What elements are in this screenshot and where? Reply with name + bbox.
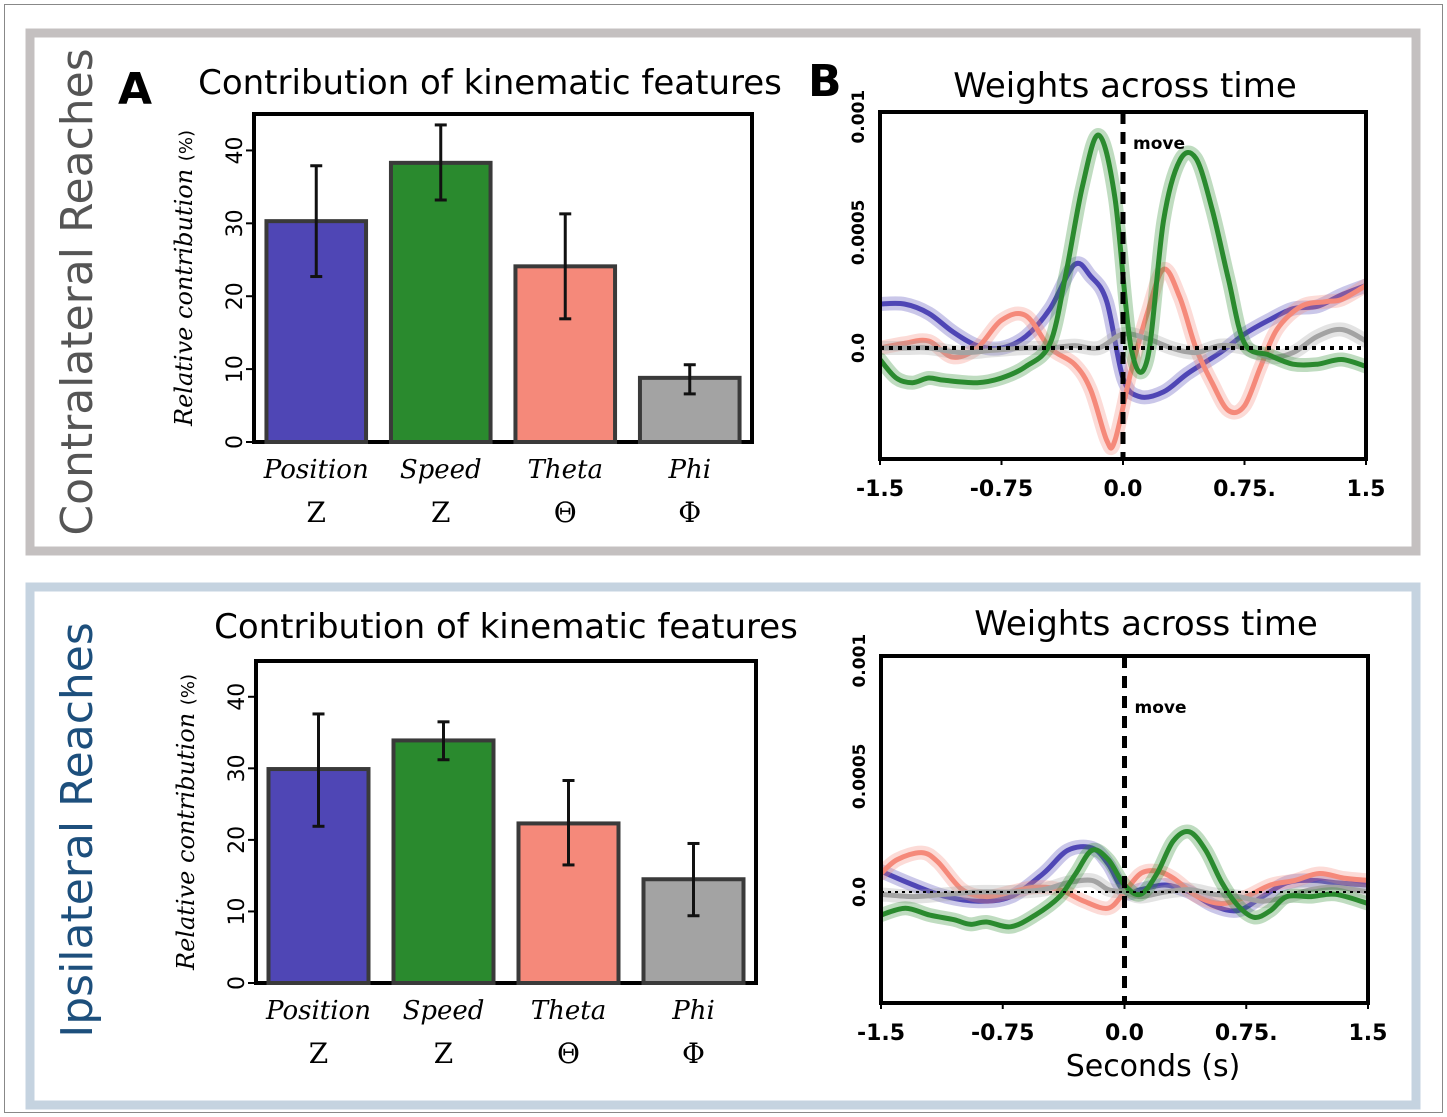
y-tick-label: 0.001 xyxy=(850,634,870,688)
bar-phi xyxy=(641,877,746,985)
x-tick-label: Theta xyxy=(531,996,606,1026)
bar-chart-contralateral: 0 10 20 30 40 Relative contribution (%) Positi… xyxy=(170,112,754,529)
x-tick-symbol: Θ xyxy=(554,496,577,529)
y-tick-label: 0.0005 xyxy=(850,743,870,809)
x-tick-label: 1.5 xyxy=(1349,1021,1388,1046)
x-tick-symbol: Z xyxy=(434,1037,453,1070)
x-tick-label: Speed xyxy=(403,996,485,1026)
y-tick-label: 30 xyxy=(223,209,248,237)
contralateral-panel-frame xyxy=(25,28,1421,556)
y-tick-label: 0.0005 xyxy=(849,199,869,265)
x-tick-label: 1.5 xyxy=(1347,477,1386,502)
plot-area xyxy=(881,656,1368,1003)
y-tick-label: 20 xyxy=(225,826,250,854)
y-tick-label: 10 xyxy=(225,897,250,925)
x-tick-label: Phi xyxy=(667,455,711,485)
x-tick-label: Phi xyxy=(671,996,715,1026)
x-tick-label: 0.75. xyxy=(1213,477,1276,502)
x-tick-label: 0.0 xyxy=(1105,1021,1144,1046)
ipsilateral-side-label: Ipsilateral Reaches xyxy=(52,622,103,1038)
x-tick-label: 0.75. xyxy=(1215,1021,1278,1046)
bar-chart-title: Contribution of kinematic features xyxy=(214,607,798,647)
ipsilateral-panel-frame xyxy=(25,582,1421,1110)
x-tick-label: Theta xyxy=(528,455,603,485)
panel-letter-a: A xyxy=(118,64,152,115)
x-tick-label: 0.0 xyxy=(1104,477,1143,502)
panel-letter-b: B xyxy=(808,56,842,107)
bar-speed xyxy=(388,160,493,445)
x-tick-symbol: Z xyxy=(431,496,450,529)
x-tick-symbol: Φ xyxy=(682,1037,705,1070)
bar-chart-ipsilateral: 0 10 20 30 40 Relative contribution (%) Positi… xyxy=(172,659,758,1070)
series-line-speed xyxy=(880,132,1366,386)
plot-clip xyxy=(880,112,1366,459)
y-tick-label: 30 xyxy=(225,754,250,782)
bar-chart-title: Contribution of kinematic features xyxy=(198,63,782,103)
y-axis-label: Relative contribution (%) xyxy=(172,674,200,971)
series-line-speed xyxy=(881,828,1368,930)
x-tick-label: Position xyxy=(263,455,369,485)
y-tick-label: 40 xyxy=(225,683,250,711)
x-tick-symbol: Z xyxy=(307,496,326,529)
line-chart-contralateral: move -1.5 -0.75 0.0 0.75. 1.5 0.0 0.0005 0.001 xyxy=(849,90,1385,502)
x-tick-symbol: Θ xyxy=(557,1037,580,1070)
x-tick-symbol: Z xyxy=(309,1037,328,1070)
series-line-theta xyxy=(880,266,1366,451)
series-line-phi xyxy=(880,326,1366,360)
move-label: move xyxy=(1135,698,1187,718)
x-tick-label: -0.75 xyxy=(970,477,1033,502)
x-tick-symbol: Φ xyxy=(678,496,701,529)
x-tick-label: Position xyxy=(265,996,371,1026)
y-tick-label: 0.0 xyxy=(849,333,869,363)
plot-clip xyxy=(881,656,1368,1003)
x-tick-label: -1.5 xyxy=(857,1021,905,1046)
y-tick-label: 0 xyxy=(223,435,248,449)
bar-speed xyxy=(391,738,496,986)
y-tick-label: 0.0 xyxy=(850,877,870,907)
x-tick-label: Speed xyxy=(400,455,482,485)
move-label: move xyxy=(1133,134,1185,154)
y-tick-label: 0 xyxy=(225,976,250,990)
line-chart-title: Weights across time xyxy=(953,66,1297,106)
line-chart-ipsilateral: move -1.5 -0.75 0.0 0.75. 1.5 0.0 0.0005 0.001 xyxy=(850,634,1387,1046)
x-tick-label: -1.5 xyxy=(856,477,904,502)
contralateral-side-label: Contralateral Reaches xyxy=(52,48,103,535)
y-axis-label: Relative contribution (%) xyxy=(170,130,198,427)
y-tick-label: 40 xyxy=(223,136,248,164)
figure-border xyxy=(4,4,1443,1113)
x-tick-label: -0.75 xyxy=(971,1021,1034,1046)
y-tick-label: 20 xyxy=(223,282,248,310)
line-chart-title: Weights across time xyxy=(974,604,1318,644)
x-axis-label: Seconds (s) xyxy=(1066,1049,1241,1084)
y-tick-label: 0.001 xyxy=(849,90,869,144)
y-tick-label: 10 xyxy=(223,355,248,383)
